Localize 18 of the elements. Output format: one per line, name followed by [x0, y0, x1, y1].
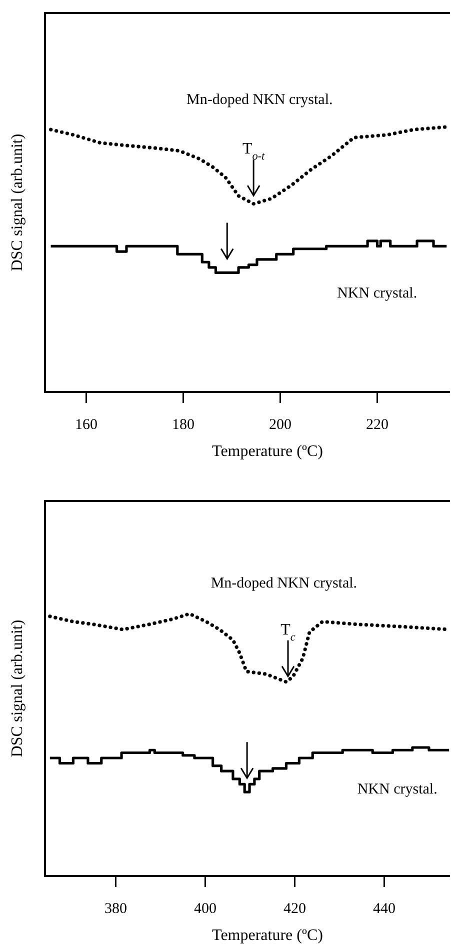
x-tick-label: 160 — [74, 417, 98, 433]
annotation: T$_{o-t}$ — [242, 140, 266, 163]
annotation: T$_{c}$ — [280, 621, 296, 644]
x-tick-label: 400 — [194, 901, 216, 917]
series-label: Mn-doped NKN crystal. — [210, 575, 358, 592]
x-tick-label: 440 — [372, 901, 396, 917]
y-axis-title: DSC signal (arb.unit) — [9, 134, 26, 272]
text: Mn-doped NKN crystal. — [186, 92, 333, 108]
x-tick-label: 220 — [366, 417, 388, 433]
text: NKN crystal. — [357, 782, 438, 798]
x-axis-title: Temperature (ºC) — [212, 927, 323, 944]
y-axis-title: DSC signal (arb.unit) — [9, 620, 26, 758]
x-axis-title: Temperature (ºC) — [212, 443, 323, 460]
x-tick-label: 200 — [268, 417, 292, 433]
x-tick-label: 180 — [172, 417, 194, 433]
x-tick-label: 380 — [104, 901, 127, 917]
text: NKN crystal. — [337, 285, 418, 302]
x-tick-label: 420 — [283, 901, 306, 917]
